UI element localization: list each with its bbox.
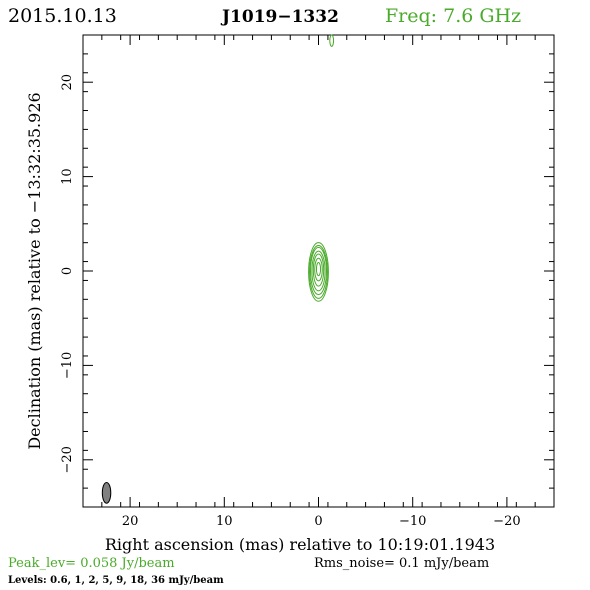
beam-ellipse [101, 481, 112, 504]
axis-ticks [82, 34, 555, 508]
y-tick-label: 0 [60, 267, 75, 275]
contour-level [309, 246, 328, 296]
plot-frame [82, 34, 555, 508]
x-tick-labels: 20 10 0 −10 −20 [122, 514, 521, 529]
contour-level [315, 262, 322, 277]
x-tick-label: 10 [216, 514, 233, 529]
contour-level [314, 257, 323, 282]
y-tick-label: −10 [60, 352, 75, 379]
peak-level: Peak_lev= 0.058 Jy/beam [8, 556, 175, 571]
y-tick-label: 20 [60, 74, 75, 91]
plot-extras [101, 34, 335, 504]
contour-level [308, 242, 329, 302]
x-tick-label: 0 [314, 514, 322, 529]
x-axis-label: Right ascension (mas) relative to 10:19:… [105, 535, 495, 554]
y-axis-label: Declination (mas) relative to −13:32:35.… [25, 92, 44, 449]
rms-noise: Rms_noise= 0.1 mJy/beam [314, 556, 489, 571]
observation-date: 2015.10.13 [8, 5, 117, 27]
contour-level [312, 253, 325, 287]
frequency-label: Freq: 7.6 GHz [385, 5, 521, 27]
contour-level [309, 245, 328, 299]
x-tick-label: 20 [122, 514, 139, 529]
source-contours [308, 242, 329, 302]
noise-contour [329, 34, 335, 47]
x-tick-label: −20 [493, 514, 520, 529]
y-tick-label: −20 [60, 446, 75, 473]
x-tick-label: −10 [399, 514, 426, 529]
contour-levels: Levels: 0.6, 1, 2, 5, 9, 18, 36 mJy/beam [8, 575, 224, 586]
y-tick-label: 10 [60, 168, 75, 185]
source-name: J1019−1332 [220, 7, 339, 27]
y-tick-labels: 20 10 0 −10 −20 [60, 74, 75, 474]
contour-level [311, 250, 326, 292]
